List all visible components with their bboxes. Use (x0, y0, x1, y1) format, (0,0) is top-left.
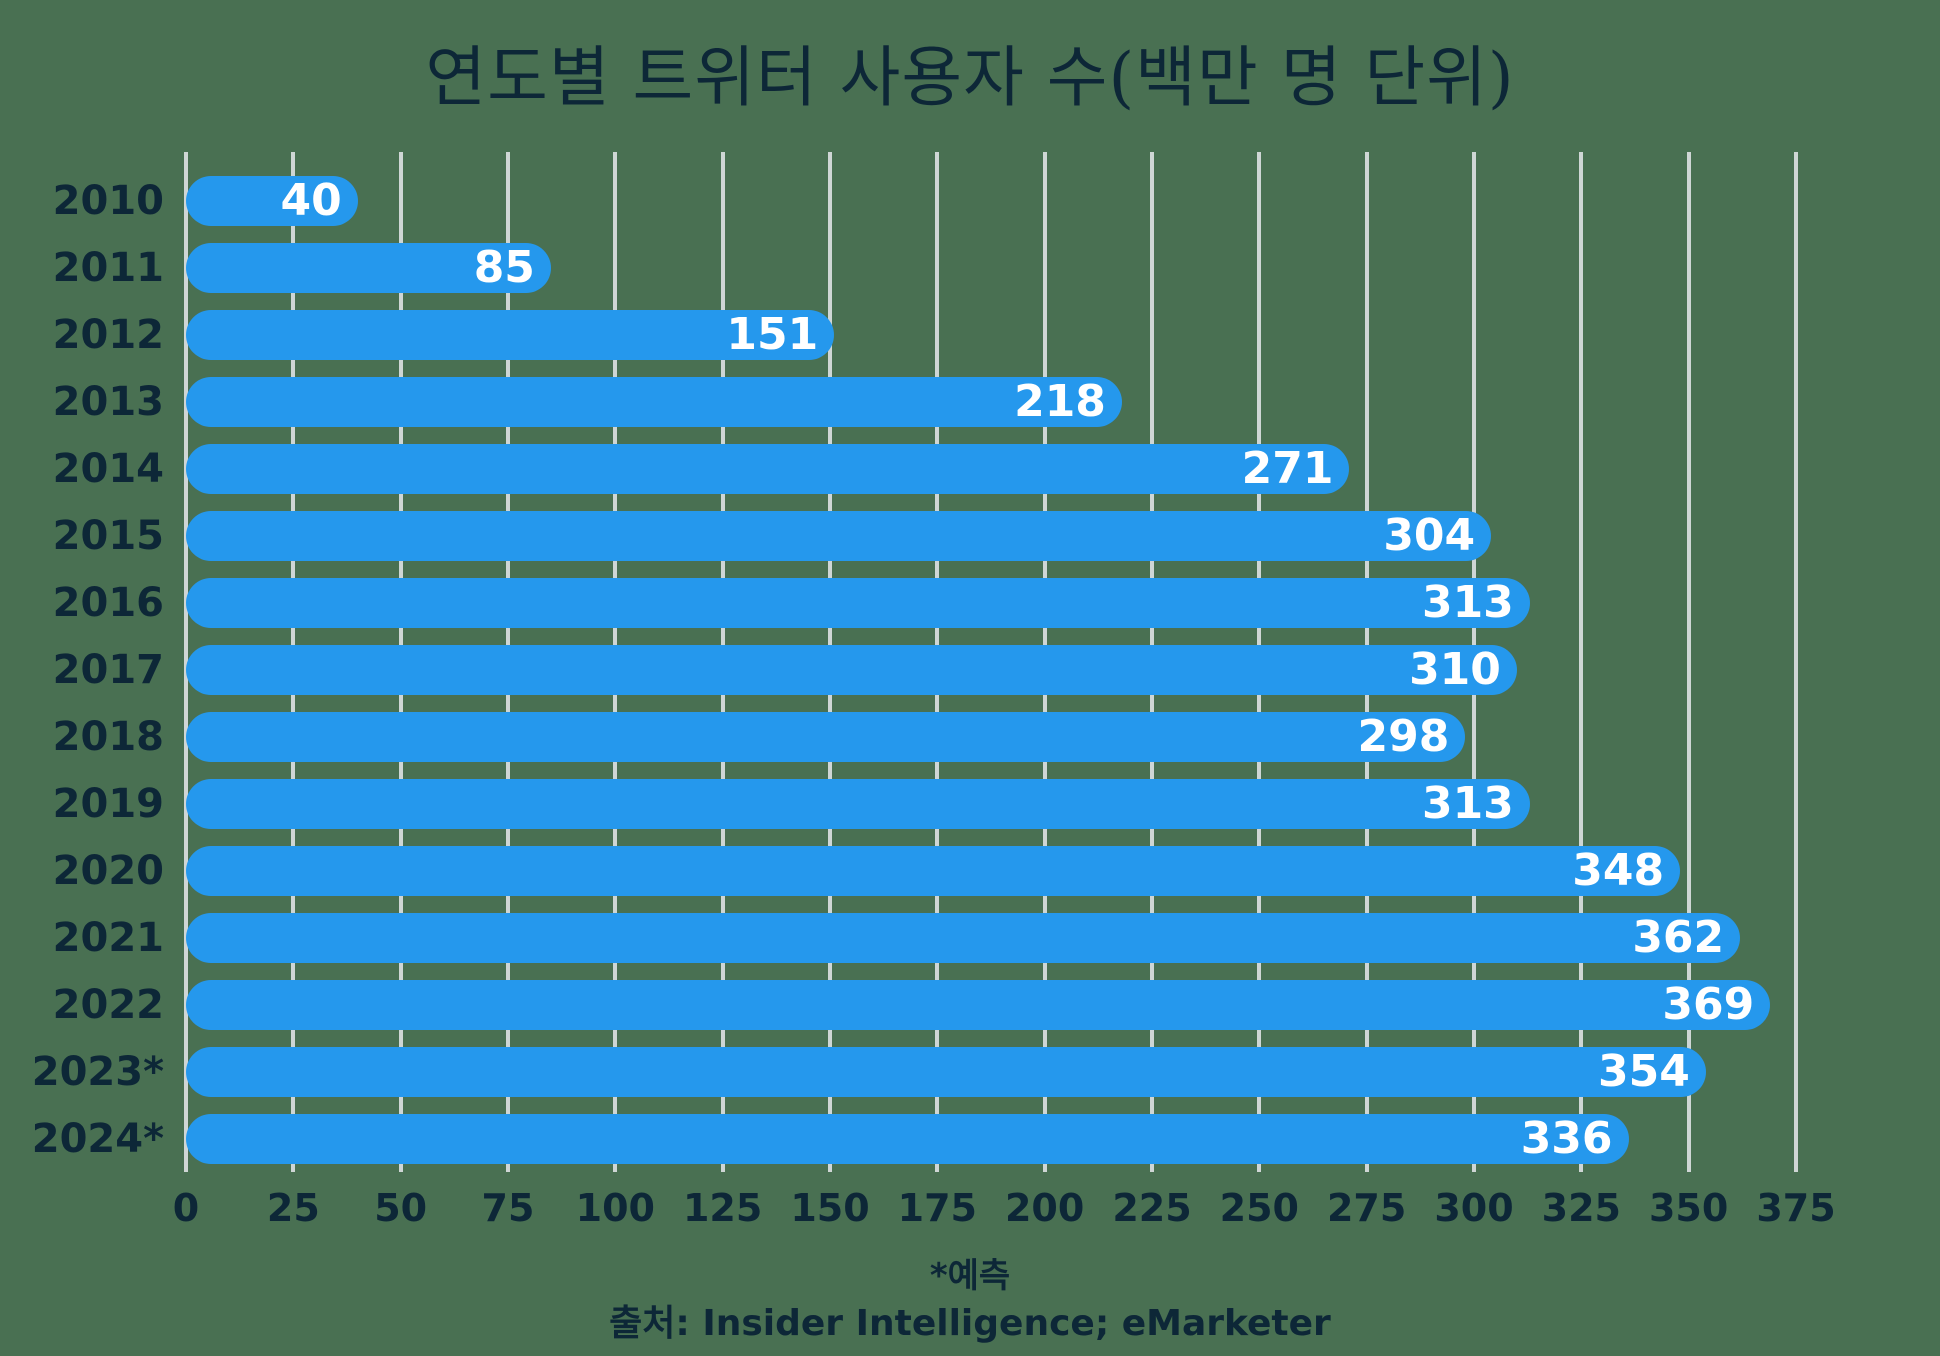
bar-row: 2019 313 (53, 770, 1796, 837)
value-label: 310 (1409, 643, 1501, 695)
chart-title: 연도별 트위터 사용자 수(백만 명 단위) (425, 39, 1515, 116)
x-tick-label: 350 (1648, 1186, 1729, 1230)
bar-row: 2021 362 (53, 904, 1796, 971)
bar: 40 (186, 174, 358, 226)
value-label: 313 (1421, 777, 1514, 829)
bar-row: 2017 310 (53, 636, 1796, 703)
value-label: 336 (1520, 1112, 1613, 1164)
value-label: 362 (1632, 911, 1725, 963)
value-label: 354 (1597, 1045, 1690, 1097)
year-label: 2019 (52, 780, 164, 827)
bar-row: 2018 298 (53, 703, 1796, 770)
bar-row: 2010 40 (53, 167, 1796, 234)
bar-row: 2022 369 (53, 971, 1796, 1038)
value-label: 369 (1662, 978, 1755, 1030)
value-label: 313 (1421, 576, 1514, 628)
bar: 310 (186, 643, 1517, 695)
x-tick-label: 250 (1219, 1186, 1299, 1230)
bar: 85 (186, 241, 551, 293)
bar: 362 (186, 911, 1741, 963)
bar: 151 (186, 308, 835, 360)
footnote: *예측 (929, 1256, 1011, 1296)
value-label: 218 (1014, 375, 1106, 427)
x-tick-label: 125 (682, 1186, 763, 1230)
bar-rows: 2010 40 2011 85 2012 151 2013 218 2014 271 2015 304… (32, 152, 1796, 1172)
x-tick-label: 275 (1326, 1186, 1407, 1230)
gridline (1686, 152, 1691, 1172)
x-tick-label: 150 (790, 1186, 870, 1230)
bar-row: 2015 304 (53, 502, 1796, 569)
year-label: 2013 (52, 378, 164, 425)
x-tick-label: 200 (1004, 1186, 1085, 1230)
bar: 298 (186, 710, 1466, 762)
x-tick-label: 25 (266, 1186, 320, 1230)
plot-area: 2010 40 2011 85 2012 151 2013 218 2014 271 2015 304… (32, 152, 1798, 1172)
year-label: 2024* (31, 1115, 164, 1162)
year-label: 2021 (52, 914, 164, 961)
source-credit: 출처: Insider Intelligence; eMarketer (609, 1303, 1331, 1344)
year-label: 2012 (52, 311, 164, 358)
bar: 336 (186, 1112, 1629, 1164)
x-tick-label: 50 (374, 1186, 428, 1230)
gridline (1794, 152, 1798, 1172)
value-label: 85 (473, 241, 535, 293)
x-axis: 0 25 50 75 100 125 150 175 200 225 250 275 300 325 350… (173, 1186, 1836, 1236)
value-label: 298 (1357, 710, 1450, 762)
bar-row: 2011 85 (53, 234, 1796, 301)
year-label: 2020 (52, 847, 164, 894)
x-tick-label: 100 (575, 1186, 655, 1230)
bar: 348 (186, 844, 1681, 896)
x-tick-label: 225 (1112, 1186, 1192, 1230)
bar: 304 (186, 509, 1492, 561)
bar-row: 2020 348 (53, 837, 1796, 904)
bar: 354 (186, 1045, 1706, 1097)
bar-row: 2012 151 (53, 301, 1796, 368)
x-tick-label: 300 (1434, 1186, 1514, 1230)
year-label: 2014 (52, 445, 164, 492)
bar-row: 2013 218 (53, 368, 1796, 435)
value-label: 151 (726, 308, 819, 360)
x-tick-label: 75 (481, 1186, 535, 1230)
x-tick-label: 325 (1541, 1186, 1621, 1230)
value-label: 271 (1241, 442, 1334, 494)
x-tick-label: 375 (1756, 1186, 1836, 1230)
bar: 271 (186, 442, 1350, 494)
bar-row: 2016 313 (53, 569, 1796, 636)
year-label: 2022 (52, 981, 164, 1028)
year-label: 2011 (52, 244, 164, 291)
year-label: 2016 (52, 579, 164, 626)
bar: 218 (186, 375, 1122, 427)
year-label: 2017 (52, 646, 164, 693)
value-label: 304 (1383, 509, 1476, 561)
bar: 313 (186, 576, 1530, 628)
bar-row: 2024* 336 (32, 1105, 1796, 1172)
gridline (1579, 152, 1584, 1172)
bar: 369 (186, 978, 1771, 1030)
value-label: 348 (1572, 844, 1665, 896)
value-label: 40 (280, 174, 342, 226)
year-label: 2015 (52, 512, 164, 559)
bar: 313 (186, 777, 1530, 829)
year-label: 2023* (31, 1048, 164, 1095)
year-label: 2018 (52, 713, 164, 760)
year-label: 2010 (52, 177, 164, 224)
x-tick-label: 0 (172, 1186, 200, 1230)
bar-row: 2023* 354 (32, 1038, 1796, 1105)
x-tick-label: 175 (897, 1186, 977, 1230)
bar-row: 2014 271 (53, 435, 1796, 502)
